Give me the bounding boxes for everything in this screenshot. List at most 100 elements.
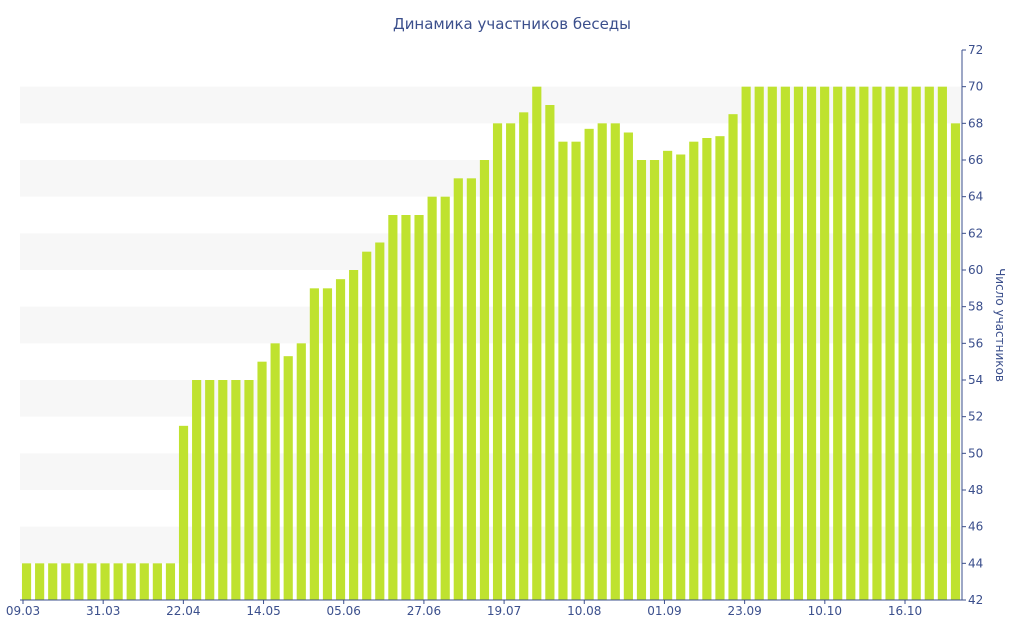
x-tick-label: 23.09	[727, 604, 761, 618]
bar	[48, 563, 58, 600]
bar	[780, 86, 790, 601]
bar	[453, 178, 463, 600]
bar	[414, 215, 424, 600]
x-axis-ticks: 09.03 31.03 22.04 14.05 05.06 27.06 19.07 10.08…	[6, 600, 922, 618]
bar	[192, 380, 202, 600]
bar	[479, 160, 490, 600]
x-tick-label: 01.09	[647, 604, 681, 618]
x-tick-label: 09.03	[6, 604, 40, 618]
y-tick-label: 48	[968, 483, 983, 497]
grid-band	[20, 453, 962, 490]
bar	[597, 123, 607, 600]
bar	[715, 136, 725, 601]
bar	[113, 563, 123, 600]
y-tick-label: 44	[968, 556, 983, 570]
bar	[165, 563, 176, 600]
bar	[440, 196, 450, 601]
y-tick-label: 52	[968, 410, 983, 424]
y-tick-label: 42	[968, 593, 983, 607]
bar	[126, 563, 136, 600]
x-tick-label: 14.05	[246, 604, 280, 618]
bar	[21, 563, 32, 600]
bar	[950, 123, 961, 600]
bar	[152, 563, 162, 600]
bar	[545, 105, 555, 600]
y-tick-label: 50	[968, 446, 983, 460]
bar	[506, 123, 516, 600]
bar	[492, 123, 503, 600]
bar	[335, 279, 346, 600]
chart-title: Динамика участников беседы	[393, 15, 631, 33]
bar	[820, 86, 830, 601]
y-tick-label: 66	[968, 153, 983, 167]
bar	[885, 86, 895, 601]
grid-band	[20, 233, 962, 270]
bar	[741, 86, 751, 601]
bar	[663, 150, 673, 600]
bar	[571, 141, 581, 601]
bar	[846, 86, 856, 601]
bar	[231, 380, 241, 600]
x-tick-label: 27.06	[407, 604, 441, 618]
y-axis-ticks: 42 44 46 48 50 52 54 56 58 60 62 64 66 68 70 72	[962, 43, 983, 607]
x-tick-label: 31.03	[86, 604, 120, 618]
bar	[100, 563, 110, 600]
bar	[244, 380, 254, 600]
bar	[388, 215, 398, 600]
bar	[349, 270, 359, 600]
bar	[584, 128, 594, 600]
bar	[636, 160, 647, 600]
bar	[532, 86, 542, 601]
bar	[322, 288, 333, 600]
bar	[401, 215, 411, 600]
bar	[793, 86, 804, 601]
bar	[283, 356, 293, 600]
grid-band	[20, 160, 962, 197]
bar	[35, 563, 45, 600]
bar	[139, 563, 149, 600]
bar	[767, 86, 777, 601]
y-tick-label: 64	[968, 190, 983, 204]
y-tick-label: 60	[968, 263, 983, 277]
bar	[676, 154, 686, 600]
x-tick-label: 05.06	[327, 604, 361, 618]
bar	[702, 138, 712, 600]
x-tick-label: 16.10	[888, 604, 922, 618]
x-tick-label: 19.07	[487, 604, 521, 618]
bar	[257, 361, 267, 600]
y-tick-label: 46	[968, 520, 983, 534]
bars	[21, 86, 961, 601]
bar	[872, 86, 882, 601]
grid-band	[20, 306, 962, 344]
bar	[375, 242, 385, 600]
bar	[218, 380, 228, 600]
y-axis-label: Число участников	[993, 268, 1007, 382]
bar	[623, 132, 633, 600]
bar	[270, 343, 280, 600]
bar	[833, 86, 843, 601]
bar	[519, 112, 529, 600]
y-tick-label: 68	[968, 116, 983, 130]
grid-band	[20, 380, 962, 417]
bar	[87, 563, 97, 600]
grid-bands	[20, 86, 962, 564]
bar	[610, 123, 620, 600]
bar	[558, 141, 568, 601]
bar	[61, 563, 71, 600]
bar	[74, 563, 84, 600]
bar	[937, 86, 947, 601]
bar	[859, 86, 869, 601]
bar	[911, 86, 921, 601]
bar	[309, 288, 319, 600]
grid-band	[20, 86, 962, 124]
bar	[466, 178, 476, 600]
bar	[806, 86, 817, 601]
bar	[649, 160, 660, 600]
y-tick-label: 70	[968, 80, 983, 94]
y-tick-label: 54	[968, 373, 983, 387]
y-tick-label: 72	[968, 43, 983, 57]
x-tick-label: 10.10	[808, 604, 842, 618]
bar	[754, 86, 764, 601]
bar	[924, 86, 934, 601]
